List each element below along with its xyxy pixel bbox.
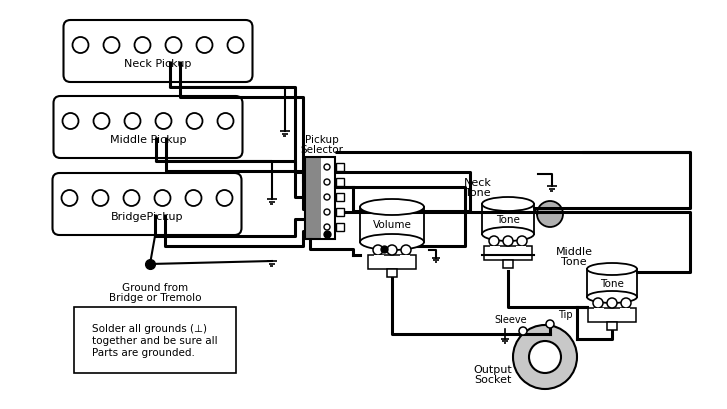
Text: Sleeve: Sleeve: [494, 314, 527, 324]
Ellipse shape: [482, 198, 534, 211]
Circle shape: [621, 298, 631, 308]
Ellipse shape: [587, 291, 637, 303]
Circle shape: [155, 191, 171, 207]
Bar: [336, 179, 344, 187]
Bar: [490, 246, 500, 254]
FancyBboxPatch shape: [63, 21, 252, 83]
Ellipse shape: [482, 227, 534, 241]
Circle shape: [156, 114, 172, 130]
Text: Tone: Tone: [600, 278, 624, 288]
Circle shape: [228, 38, 244, 54]
Text: Tip: Tip: [558, 309, 572, 319]
Circle shape: [503, 236, 513, 246]
Circle shape: [513, 325, 577, 389]
Circle shape: [489, 236, 499, 246]
Bar: [587, 270, 637, 297]
Circle shape: [324, 195, 330, 200]
Text: Middle Pickup: Middle Pickup: [110, 135, 186, 145]
Ellipse shape: [360, 234, 424, 250]
Text: Middle: Middle: [555, 246, 593, 256]
Bar: [374, 255, 384, 262]
Circle shape: [537, 202, 563, 227]
Circle shape: [134, 38, 150, 54]
Bar: [368, 255, 416, 270]
Circle shape: [529, 341, 561, 373]
Bar: [74, 307, 236, 373]
Text: Bridge or Tremolo: Bridge or Tremolo: [109, 292, 201, 302]
Circle shape: [517, 236, 527, 246]
Circle shape: [94, 114, 110, 130]
Text: Ground from: Ground from: [122, 282, 188, 292]
Bar: [336, 193, 344, 202]
Text: Tone: Tone: [496, 214, 520, 225]
Circle shape: [92, 191, 108, 207]
Circle shape: [185, 191, 201, 207]
Bar: [594, 308, 604, 315]
Bar: [482, 204, 534, 234]
Bar: [336, 209, 344, 216]
Text: Tone: Tone: [465, 188, 491, 198]
Ellipse shape: [587, 263, 637, 275]
Circle shape: [401, 245, 411, 255]
Circle shape: [196, 38, 212, 54]
Circle shape: [73, 38, 89, 54]
Circle shape: [324, 180, 330, 186]
Text: Volume: Volume: [372, 220, 411, 230]
Text: Neck: Neck: [464, 178, 492, 188]
Ellipse shape: [360, 200, 424, 216]
Bar: [588, 308, 636, 322]
Circle shape: [124, 191, 140, 207]
Bar: [305, 157, 335, 239]
Text: Pickup: Pickup: [305, 135, 339, 145]
Bar: [387, 270, 397, 277]
Bar: [400, 255, 410, 262]
Circle shape: [62, 191, 78, 207]
Circle shape: [103, 38, 119, 54]
Circle shape: [63, 114, 79, 130]
Text: Solder all grounds (⊥)
together and be sure all
Parts are grounded.: Solder all grounds (⊥) together and be s…: [92, 324, 218, 357]
Circle shape: [607, 298, 617, 308]
Text: Selector: Selector: [300, 145, 343, 155]
Text: Output: Output: [473, 364, 513, 374]
Bar: [503, 261, 513, 268]
FancyBboxPatch shape: [54, 97, 243, 159]
Circle shape: [373, 245, 383, 255]
Circle shape: [124, 114, 140, 130]
Circle shape: [593, 298, 603, 308]
Circle shape: [166, 38, 182, 54]
Bar: [305, 157, 321, 239]
Text: Neck Pickup: Neck Pickup: [124, 59, 192, 69]
Bar: [336, 223, 344, 231]
Bar: [516, 246, 526, 254]
Circle shape: [217, 114, 233, 130]
Circle shape: [387, 245, 397, 255]
Circle shape: [519, 327, 527, 335]
Text: Socket: Socket: [474, 374, 512, 384]
FancyBboxPatch shape: [52, 173, 241, 236]
Circle shape: [546, 320, 554, 328]
Circle shape: [187, 114, 203, 130]
Circle shape: [324, 209, 330, 216]
Text: Tone: Tone: [561, 256, 587, 266]
Bar: [607, 322, 617, 330]
Circle shape: [217, 191, 233, 207]
Bar: [620, 308, 630, 315]
Bar: [484, 246, 532, 261]
Circle shape: [324, 164, 330, 171]
Text: BridgePickup: BridgePickup: [111, 211, 183, 221]
Bar: [336, 164, 344, 172]
Circle shape: [324, 225, 330, 230]
Bar: [360, 207, 424, 243]
